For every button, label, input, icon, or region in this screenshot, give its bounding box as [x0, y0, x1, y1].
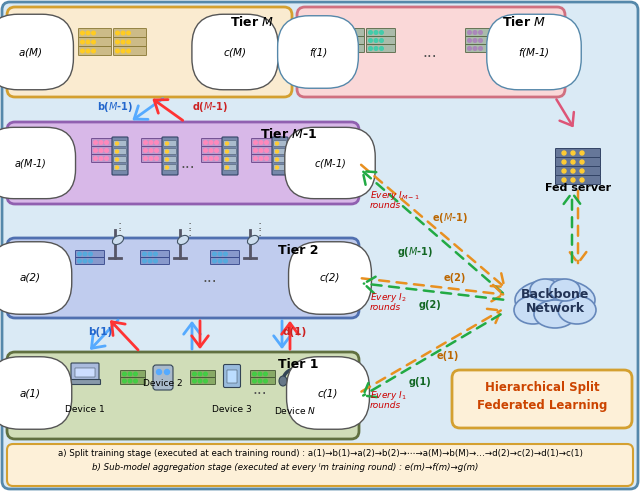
Text: :: : — [188, 218, 192, 231]
FancyBboxPatch shape — [7, 238, 359, 318]
Text: Every $I_2$: Every $I_2$ — [370, 292, 406, 304]
Circle shape — [380, 39, 383, 42]
Circle shape — [204, 149, 207, 152]
FancyBboxPatch shape — [7, 122, 359, 204]
Circle shape — [473, 31, 477, 34]
Circle shape — [214, 157, 218, 160]
Circle shape — [265, 149, 268, 152]
FancyBboxPatch shape — [202, 138, 228, 146]
Circle shape — [374, 39, 378, 42]
Circle shape — [92, 31, 95, 35]
Text: Network: Network — [525, 301, 584, 315]
Text: b) Sub-model aggregation stage (executed at every ᴵm training round) : e(m)→f(m): b) Sub-model aggregation stage (executed… — [92, 464, 478, 472]
Circle shape — [166, 166, 168, 169]
FancyBboxPatch shape — [223, 364, 241, 387]
FancyBboxPatch shape — [40, 371, 65, 378]
Circle shape — [509, 47, 513, 50]
Circle shape — [166, 158, 168, 161]
Circle shape — [123, 379, 126, 383]
Circle shape — [499, 39, 502, 42]
FancyBboxPatch shape — [7, 7, 292, 97]
FancyBboxPatch shape — [79, 37, 111, 47]
Circle shape — [473, 39, 477, 42]
Circle shape — [144, 141, 147, 144]
Circle shape — [93, 149, 97, 152]
FancyBboxPatch shape — [113, 37, 147, 47]
FancyBboxPatch shape — [527, 45, 557, 53]
FancyBboxPatch shape — [114, 164, 126, 170]
Circle shape — [530, 47, 533, 50]
Circle shape — [479, 47, 483, 50]
Circle shape — [571, 178, 575, 182]
Circle shape — [224, 252, 227, 256]
Circle shape — [343, 31, 347, 34]
Circle shape — [81, 31, 84, 35]
Circle shape — [275, 150, 278, 153]
Circle shape — [580, 178, 584, 182]
Circle shape — [580, 160, 584, 164]
Circle shape — [212, 252, 216, 256]
Circle shape — [265, 157, 268, 160]
Circle shape — [253, 141, 257, 144]
FancyBboxPatch shape — [7, 444, 633, 486]
Circle shape — [121, 40, 125, 44]
FancyBboxPatch shape — [556, 175, 600, 185]
Circle shape — [99, 149, 103, 152]
Circle shape — [338, 31, 341, 34]
Circle shape — [43, 379, 46, 383]
Ellipse shape — [303, 376, 311, 386]
FancyBboxPatch shape — [202, 155, 228, 163]
FancyBboxPatch shape — [367, 45, 396, 53]
Circle shape — [275, 166, 278, 169]
Circle shape — [479, 39, 483, 42]
Circle shape — [338, 39, 341, 42]
Text: :: : — [258, 218, 262, 231]
Circle shape — [499, 47, 502, 50]
Circle shape — [77, 259, 81, 263]
Circle shape — [212, 259, 216, 263]
Text: :: : — [188, 225, 192, 239]
FancyBboxPatch shape — [141, 155, 168, 163]
FancyBboxPatch shape — [335, 45, 365, 53]
Text: f($M$-1): f($M$-1) — [518, 46, 550, 58]
Circle shape — [535, 47, 539, 50]
FancyBboxPatch shape — [114, 157, 126, 163]
Circle shape — [571, 160, 575, 164]
Circle shape — [123, 372, 126, 376]
FancyBboxPatch shape — [164, 157, 176, 163]
Text: Fed server: Fed server — [545, 183, 611, 193]
Circle shape — [115, 150, 118, 153]
Circle shape — [225, 166, 228, 169]
Circle shape — [93, 141, 97, 144]
Text: ...: ... — [203, 271, 218, 285]
FancyBboxPatch shape — [191, 378, 216, 384]
Circle shape — [92, 49, 95, 53]
Circle shape — [86, 49, 90, 53]
Circle shape — [562, 178, 566, 182]
Circle shape — [54, 379, 58, 383]
Circle shape — [198, 379, 202, 383]
Circle shape — [155, 149, 158, 152]
FancyBboxPatch shape — [211, 250, 239, 257]
FancyBboxPatch shape — [202, 146, 228, 155]
FancyBboxPatch shape — [527, 28, 557, 36]
Circle shape — [164, 370, 170, 375]
Circle shape — [214, 141, 218, 144]
Text: g(2): g(2) — [419, 300, 442, 310]
Circle shape — [580, 151, 584, 155]
Circle shape — [258, 379, 262, 383]
Ellipse shape — [514, 296, 552, 324]
FancyBboxPatch shape — [252, 155, 278, 163]
Text: e(2): e(2) — [444, 273, 466, 283]
FancyBboxPatch shape — [76, 257, 104, 265]
Circle shape — [530, 31, 533, 34]
Circle shape — [77, 252, 81, 256]
Ellipse shape — [248, 235, 259, 245]
Circle shape — [155, 157, 158, 160]
Text: :: : — [118, 225, 122, 239]
FancyBboxPatch shape — [120, 378, 145, 384]
Ellipse shape — [177, 235, 189, 245]
Circle shape — [562, 169, 566, 173]
Circle shape — [374, 47, 378, 50]
